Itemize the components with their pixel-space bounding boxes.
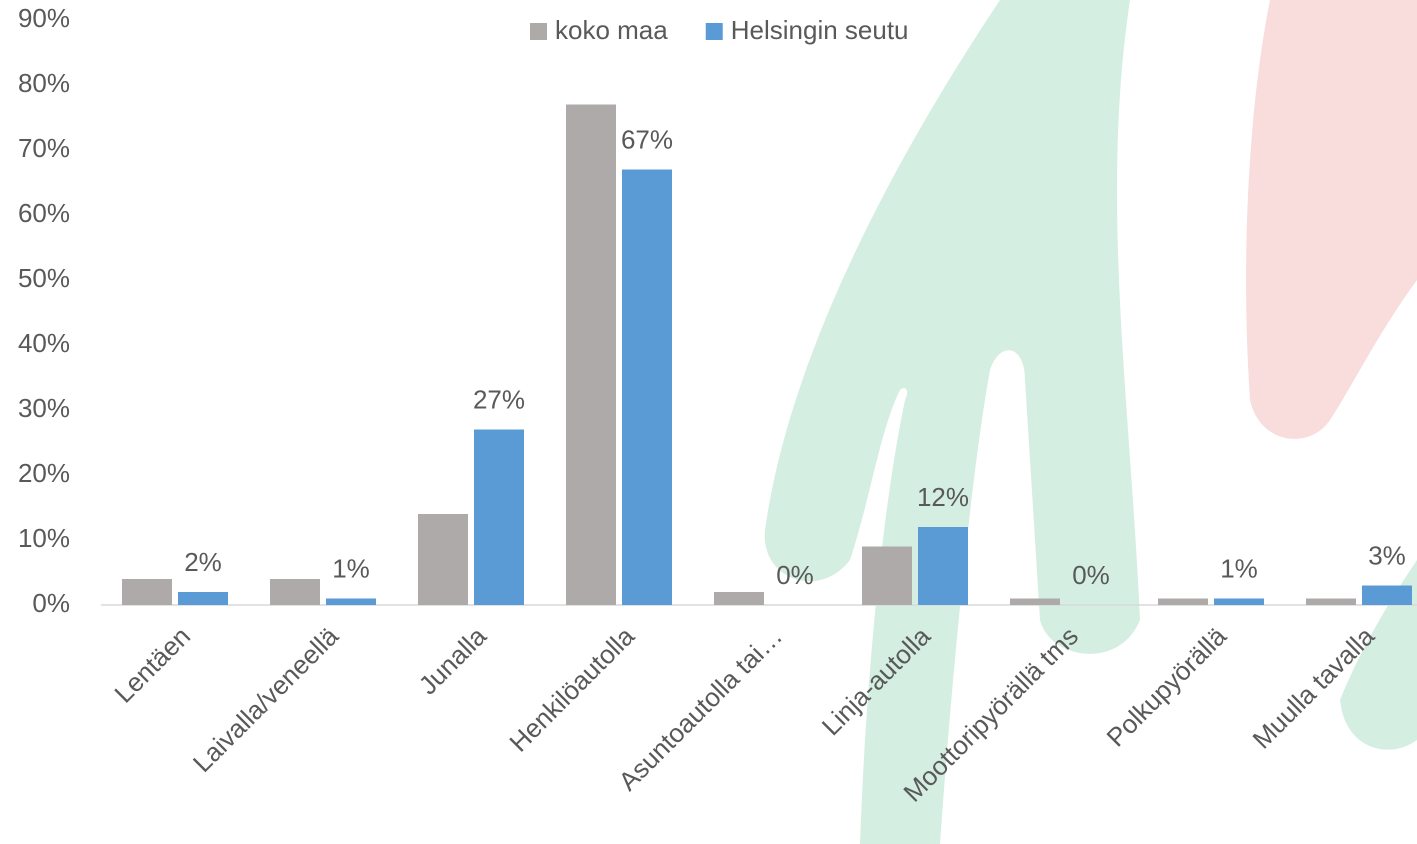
legend-swatch [530, 23, 547, 40]
background-decoration [764, 0, 1417, 844]
bar [1362, 585, 1412, 605]
bar [1010, 598, 1060, 605]
data-label: 0% [776, 560, 814, 590]
bar [270, 579, 320, 605]
y-tick-label: 30% [18, 393, 70, 423]
legend: koko maa Helsingin seutu [530, 15, 909, 45]
data-label: 67% [621, 124, 673, 154]
bar [474, 429, 524, 605]
bar [622, 169, 672, 605]
legend-swatch [705, 23, 723, 40]
data-label: 27% [473, 384, 525, 414]
data-label: 1% [1220, 553, 1258, 583]
legend-label: koko maa [555, 15, 668, 45]
y-tick-label: 20% [18, 458, 70, 488]
data-label: 1% [332, 553, 370, 583]
bar [566, 104, 616, 605]
legend-label: Helsingin seutu [731, 15, 909, 45]
bar [918, 527, 968, 605]
x-tick-label: Asuntoautolla tai… [613, 621, 789, 797]
y-tick-label: 70% [18, 133, 70, 163]
bar [1306, 598, 1356, 605]
y-tick-label: 40% [18, 328, 70, 358]
y-tick-label: 50% [18, 263, 70, 293]
bar [178, 592, 228, 605]
data-label: 3% [1368, 540, 1406, 570]
x-tick-label: Junalla [413, 621, 493, 701]
bar [418, 514, 468, 605]
data-label: 12% [917, 482, 969, 512]
y-tick-label: 60% [18, 198, 70, 228]
data-label: 2% [184, 547, 222, 577]
bar [1214, 598, 1264, 605]
x-tick-label: Lentäen [108, 621, 196, 709]
bar [714, 592, 764, 605]
y-tick-label: 80% [18, 68, 70, 98]
bar [862, 546, 912, 605]
y-tick-label: 0% [32, 588, 70, 618]
data-label: 0% [1072, 560, 1110, 590]
bar [122, 579, 172, 605]
x-tick-label: Laivalla/veneellä [187, 621, 345, 779]
y-tick-label: 10% [18, 523, 70, 553]
x-tick-label: Henkilöautolla [503, 621, 640, 758]
y-tick-label: 90% [18, 3, 70, 33]
bar [326, 598, 376, 605]
bar [1158, 598, 1208, 605]
